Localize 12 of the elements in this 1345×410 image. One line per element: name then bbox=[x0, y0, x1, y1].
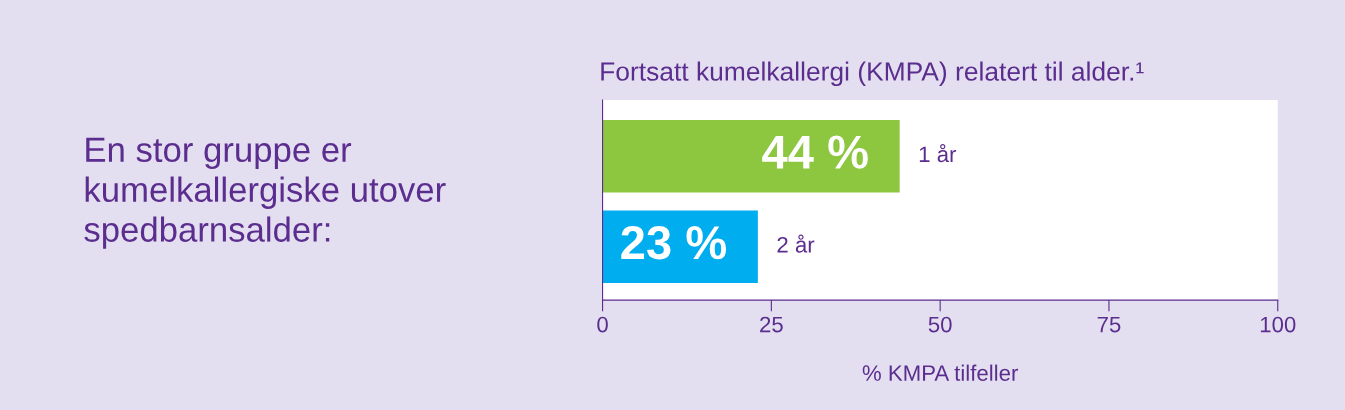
x-axis-title: % KMPA tilfeller bbox=[862, 364, 1019, 381]
text: En stor gruppe er kumelkallergiske utover spedbarnsalder: bbox=[84, 137, 446, 249]
x-tick-label: 50 bbox=[928, 316, 952, 333]
chart-title: Fortsatt kumelkallergi (KMPA) relatert til alder.¹ bbox=[601, 61, 1144, 87]
data-label: 23 % bbox=[621, 225, 727, 260]
data-label: 44 % bbox=[762, 135, 868, 169]
y-tick-label: 1 år bbox=[919, 144, 957, 163]
x-tick-label: 25 bbox=[760, 316, 783, 333]
x-tick-label: 75 bbox=[1097, 316, 1121, 333]
x-tick-label: 100 bbox=[1260, 316, 1296, 333]
y-tick-label: 2 år bbox=[777, 234, 815, 253]
x-tick-label: 0 bbox=[597, 316, 608, 333]
